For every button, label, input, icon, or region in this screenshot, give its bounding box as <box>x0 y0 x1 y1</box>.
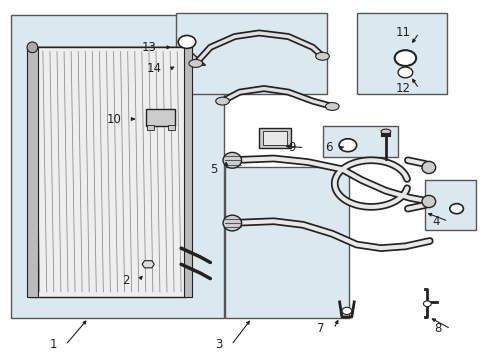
Circle shape <box>341 307 351 315</box>
Circle shape <box>397 67 412 78</box>
Text: 12: 12 <box>394 82 409 95</box>
Bar <box>11 15 223 318</box>
Circle shape <box>178 36 195 48</box>
Ellipse shape <box>325 103 338 111</box>
Text: 10: 10 <box>106 113 122 126</box>
Ellipse shape <box>223 215 241 231</box>
Circle shape <box>338 139 356 152</box>
Bar <box>424 180 475 230</box>
Text: 1: 1 <box>49 338 57 351</box>
Text: 11: 11 <box>394 27 409 40</box>
Bar <box>224 167 348 318</box>
Bar <box>259 128 290 148</box>
Ellipse shape <box>188 59 202 67</box>
Ellipse shape <box>215 97 229 105</box>
Circle shape <box>449 204 463 214</box>
Text: 13: 13 <box>142 41 157 54</box>
Bar <box>183 47 192 297</box>
Text: 14: 14 <box>146 62 161 75</box>
Ellipse shape <box>27 42 38 53</box>
Bar <box>356 13 446 94</box>
Bar <box>322 126 397 157</box>
Ellipse shape <box>421 195 435 208</box>
Bar <box>147 126 154 130</box>
Polygon shape <box>142 261 154 268</box>
Text: 6: 6 <box>324 141 331 154</box>
Text: 2: 2 <box>122 274 130 287</box>
Ellipse shape <box>380 129 390 134</box>
Polygon shape <box>30 47 185 297</box>
Text: 4: 4 <box>431 215 439 228</box>
Ellipse shape <box>223 152 241 168</box>
Bar <box>262 131 286 145</box>
Text: 8: 8 <box>434 322 441 335</box>
Ellipse shape <box>421 161 435 174</box>
Ellipse shape <box>315 52 329 60</box>
Circle shape <box>394 50 415 66</box>
Bar <box>176 13 327 94</box>
Text: 9: 9 <box>287 141 295 154</box>
Circle shape <box>423 301 430 307</box>
Bar <box>27 47 38 297</box>
Bar <box>146 109 175 126</box>
Text: 7: 7 <box>317 322 325 335</box>
Text: 3: 3 <box>215 338 222 351</box>
Bar <box>167 126 174 130</box>
Polygon shape <box>30 47 205 65</box>
Text: 5: 5 <box>210 163 217 176</box>
